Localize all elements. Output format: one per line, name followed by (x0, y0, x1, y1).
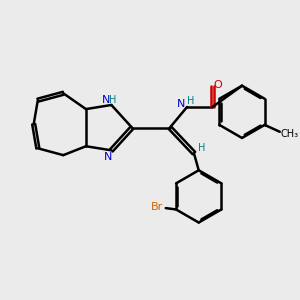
Text: N: N (177, 99, 186, 109)
Text: H: H (199, 142, 206, 153)
Text: H: H (109, 95, 116, 105)
Text: N: N (102, 95, 110, 105)
Text: CH₃: CH₃ (280, 129, 298, 139)
Text: N: N (104, 152, 112, 161)
Text: H: H (188, 96, 195, 106)
Text: Br: Br (151, 202, 163, 212)
Text: O: O (214, 80, 222, 90)
